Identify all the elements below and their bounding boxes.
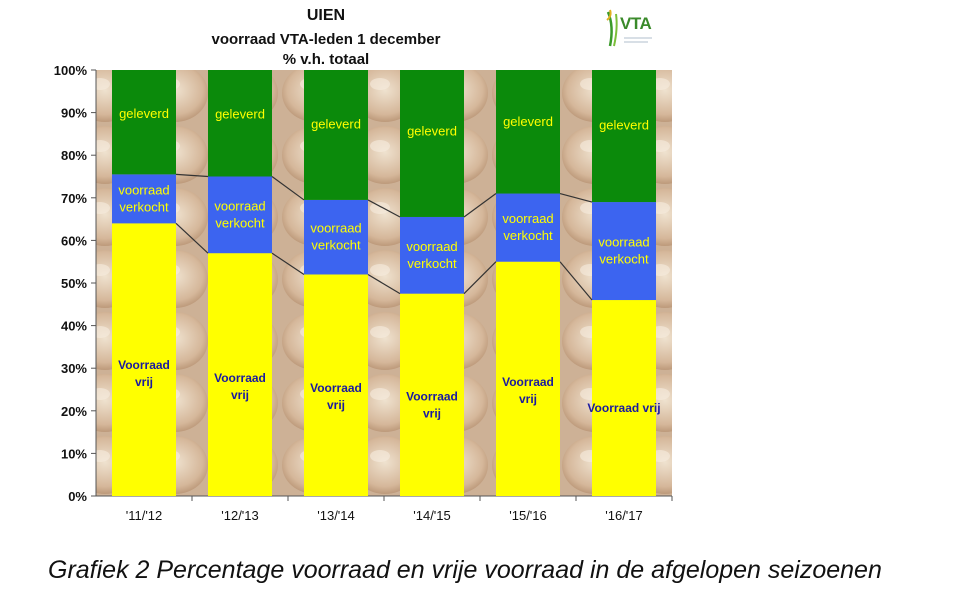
connector-line [559, 192, 593, 203]
segment-label: voorraad verkocht [214, 198, 265, 230]
bar-segment-geleverd [208, 70, 272, 177]
bar-segment-verkocht [496, 193, 560, 262]
bar-segment-verkocht [400, 216, 464, 294]
connector-line [271, 252, 305, 275]
bars [112, 70, 656, 497]
y-tick-label: 20% [61, 404, 87, 419]
chart: 0% 10% 20% 30% 40% 50% 60% 70% 80% 90% 100% '11/'12… [54, 7, 673, 523]
bar-segment-geleverd [496, 70, 560, 194]
segment-label: Voorraad vrij [310, 381, 362, 412]
x-tick-label: '16/'17 [605, 508, 643, 523]
connector-line [559, 261, 593, 301]
segment-label: voorraad verkocht [310, 221, 361, 253]
y-tick-label: 30% [61, 361, 87, 376]
figure-caption: Grafiek 2 Percentage voorraad en vrije v… [48, 556, 882, 584]
y-tick-label: 0% [68, 489, 87, 504]
segment-label: Voorraad vrij [406, 389, 458, 420]
connector-line [463, 193, 497, 218]
axes: 0% 10% 20% 30% 40% 50% 60% 70% 80% 90% 100% '11/'12… [54, 63, 673, 523]
connector-lines [175, 173, 593, 301]
segment-label: Voorraad vrij [587, 401, 660, 415]
bar-segment-geleverd [112, 70, 176, 175]
y-tick-label: 90% [61, 106, 87, 121]
y-tick-label: 10% [61, 446, 87, 461]
y-tick-label: 50% [61, 276, 87, 291]
vta-logo-icon [606, 9, 652, 47]
segment-labels: Voorraad vrij voorraad verkocht geleverd Voor… [118, 106, 660, 421]
segment-label: geleverd [599, 117, 649, 132]
segment-label: geleverd [407, 124, 457, 139]
segment-label: geleverd [503, 114, 553, 129]
chart-subtitle-line1: voorraad VTA-leden 1 december [212, 31, 441, 48]
segment-label: voorraad verkocht [502, 211, 553, 243]
segment-label: geleverd [119, 106, 169, 121]
segment-label: Voorraad vrij [118, 358, 170, 389]
connector-line [175, 222, 209, 254]
bar-segment-vrij [496, 261, 560, 496]
connector-line [367, 199, 401, 218]
bar-segment-vrij [592, 300, 656, 496]
y-tick-label: 100% [54, 63, 88, 78]
chart-title: UIEN [307, 7, 345, 24]
x-tick-label: '12/'13 [221, 508, 259, 523]
x-tick-label: '14/'15 [413, 508, 451, 523]
chart-subtitle-line2: % v.h. totaal [283, 51, 369, 68]
x-tick-label: '15/'16 [509, 508, 547, 523]
x-tick-label: '11/'12 [126, 508, 163, 523]
vta-logo-text: VTA [620, 14, 652, 33]
chart-canvas: 0% 10% 20% 30% 40% 50% 60% 70% 80% 90% 100% '11/'12… [54, 7, 673, 523]
segment-label: Voorraad vrij [214, 371, 266, 402]
y-tick-label: 60% [61, 233, 87, 248]
bar-segment-vrij [400, 293, 464, 496]
x-tick-label: '13/'14 [317, 508, 355, 523]
bar-segment-geleverd [400, 70, 464, 217]
bar-segment-geleverd [304, 70, 368, 200]
connector-line [463, 261, 497, 295]
bar-segment-vrij [208, 253, 272, 496]
segment-label: geleverd [311, 117, 361, 132]
segment-label: voorraad verkocht [598, 235, 649, 267]
segment-label: voorraad verkocht [118, 182, 169, 214]
bar-segment-vrij [112, 223, 176, 497]
bar-segment-verkocht [304, 199, 368, 275]
y-tick-label: 40% [61, 319, 87, 334]
segment-label: Voorraad vrij [502, 375, 554, 406]
y-tick-label: 80% [61, 148, 87, 163]
connector-line [367, 273, 401, 295]
segment-label: geleverd [215, 107, 265, 122]
bar-segment-vrij [304, 274, 368, 496]
bar-segment-verkocht [592, 202, 656, 301]
connector-line [175, 173, 209, 178]
bar-segment-geleverd [592, 70, 656, 203]
bar-segment-verkocht [112, 174, 176, 224]
segment-label: voorraad verkocht [406, 239, 457, 271]
plot-background [96, 70, 672, 496]
connector-line [271, 176, 305, 201]
y-tick-label: 70% [61, 191, 87, 206]
bar-segment-verkocht [208, 176, 272, 254]
